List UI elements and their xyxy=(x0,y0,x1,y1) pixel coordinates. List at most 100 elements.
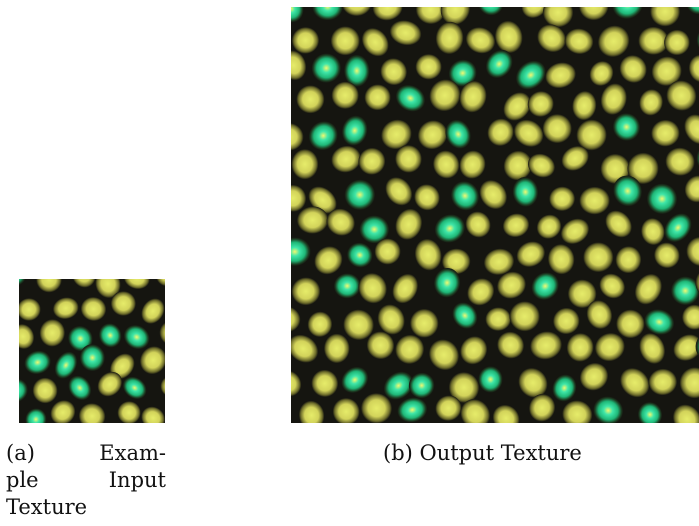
texture-cell xyxy=(71,279,96,288)
texture-cell xyxy=(665,147,695,176)
texture-cell-bright xyxy=(67,325,93,352)
texture-cell xyxy=(583,242,614,273)
caption-b: (b) Output Texture xyxy=(383,441,582,465)
texture-cell xyxy=(651,56,682,87)
texture-cell xyxy=(648,368,678,396)
texture-cell xyxy=(650,7,681,27)
texture-cell xyxy=(516,241,546,268)
texture-cell-bright xyxy=(333,273,361,299)
caption-a-line-3: Texture xyxy=(6,494,166,521)
texture-cell xyxy=(639,89,663,116)
texture-cell xyxy=(564,28,594,55)
texture-cell xyxy=(686,236,699,267)
texture-cell-bright xyxy=(485,49,513,79)
texture-cell-bright xyxy=(434,214,466,243)
texture-cell xyxy=(291,26,320,54)
texture-cell xyxy=(641,218,665,246)
texture-cell xyxy=(552,307,580,335)
texture-cell xyxy=(509,301,540,332)
texture-cell xyxy=(518,367,548,398)
caption-a-line-1: (a) Exam- xyxy=(6,440,166,467)
texture-cell xyxy=(627,152,659,185)
texture-cell xyxy=(638,26,669,55)
texture-cell-bright xyxy=(341,366,369,394)
texture-cell xyxy=(521,7,548,19)
texture-cell-bright xyxy=(448,59,477,87)
texture-cell xyxy=(440,7,471,25)
caption-a: (a) Exam- ple Input Texture xyxy=(6,440,166,521)
texture-cell xyxy=(615,246,642,274)
texture-cell xyxy=(681,304,699,330)
texture-cell xyxy=(414,184,440,211)
texture-cell-bright xyxy=(637,401,663,423)
texture-cell xyxy=(307,311,333,338)
texture-cell-bright xyxy=(445,119,471,149)
texture-cell-bright xyxy=(408,372,435,399)
texture-cell-bright xyxy=(291,7,304,23)
texture-cell xyxy=(566,333,594,362)
texture-cell xyxy=(503,92,531,121)
texture-cell xyxy=(291,149,319,180)
texture-cell xyxy=(36,279,62,293)
texture-cell xyxy=(432,150,460,179)
texture-cell-bright xyxy=(477,7,504,16)
texture-cell xyxy=(542,113,572,144)
texture-cell xyxy=(502,213,530,238)
texture-cell xyxy=(435,21,464,55)
texture-cell-bright xyxy=(341,115,368,146)
texture-cell xyxy=(579,186,610,215)
example-input-texture-image xyxy=(19,279,165,423)
texture-cell xyxy=(479,179,508,210)
texture-cell xyxy=(679,367,699,399)
texture-cell-bright xyxy=(25,408,47,423)
texture-cell-bright xyxy=(291,237,311,267)
texture-cell xyxy=(664,29,690,56)
texture-cell xyxy=(496,271,527,299)
texture-cell xyxy=(435,395,462,421)
texture-cell-bright xyxy=(98,323,122,348)
texture-cell xyxy=(139,346,165,375)
texture-cell xyxy=(415,53,442,80)
texture-cell xyxy=(377,304,405,335)
texture-cell xyxy=(117,401,141,423)
texture-cell xyxy=(487,118,514,147)
texture-cell xyxy=(465,211,491,238)
texture-cell xyxy=(448,372,480,403)
texture-cell xyxy=(542,7,574,28)
texture-cell xyxy=(296,85,325,114)
texture-cell-bright xyxy=(685,7,699,15)
texture-cell-bright xyxy=(644,309,675,335)
texture-cell xyxy=(465,27,496,54)
texture-cell-bright xyxy=(123,324,150,350)
texture-cell-bright xyxy=(512,177,539,207)
texture-cell xyxy=(460,336,488,365)
texture-cell-bright xyxy=(433,268,461,298)
texture-cell xyxy=(684,175,699,203)
texture-cell xyxy=(392,273,419,304)
texture-cell xyxy=(567,279,597,309)
texture-cell xyxy=(600,83,627,115)
output-texture-image xyxy=(291,7,699,423)
texture-cell-bright xyxy=(664,213,692,243)
texture-cell xyxy=(19,298,41,321)
texture-cell-bright xyxy=(346,242,373,268)
texture-cell xyxy=(323,333,350,364)
texture-cell xyxy=(395,208,423,240)
texture-cell xyxy=(314,246,343,275)
texture-cell xyxy=(155,279,165,287)
texture-cell xyxy=(141,406,165,423)
texture-cell xyxy=(415,7,446,25)
caption-a-label: (a) xyxy=(6,441,35,465)
texture-cell-bright xyxy=(68,375,92,401)
texture-cell-bright xyxy=(311,53,342,83)
texture-cell-bright xyxy=(344,179,376,211)
texture-cell-bright xyxy=(383,371,414,400)
texture-cell-bright xyxy=(343,54,370,87)
texture-cell xyxy=(341,7,372,17)
texture-cell xyxy=(586,300,613,330)
caption-a-line-2: ple Input xyxy=(6,467,166,494)
texture-cell xyxy=(619,55,647,83)
texture-cell xyxy=(579,362,609,391)
texture-cell xyxy=(605,210,632,238)
texture-cell xyxy=(95,279,121,299)
